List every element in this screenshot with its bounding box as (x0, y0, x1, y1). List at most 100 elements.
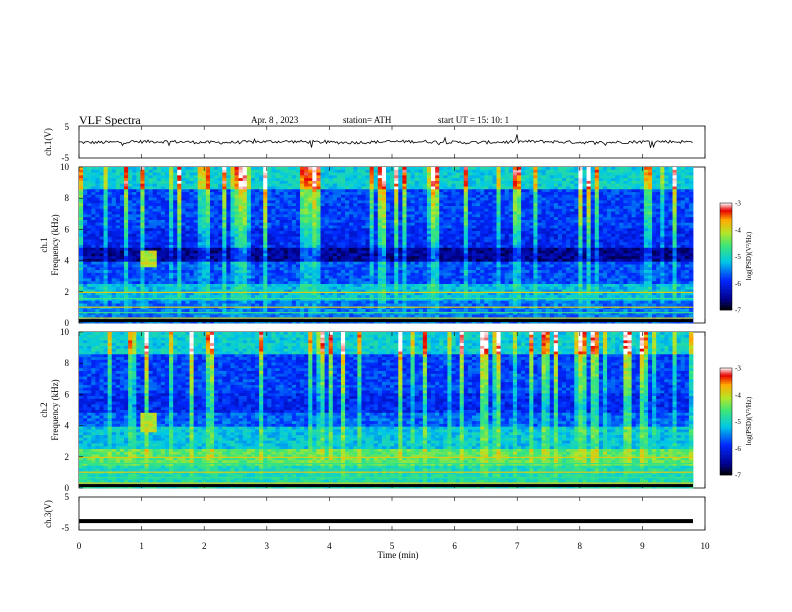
cb1-swatch (720, 254, 732, 257)
cb2-swatch (720, 425, 732, 428)
time-tick-label: 10 (701, 541, 711, 551)
time-tick-label: 8 (578, 541, 583, 551)
cb2-swatch (720, 400, 732, 403)
cb1-swatch (720, 215, 732, 218)
spec2-ytick: 0 (65, 483, 70, 493)
ch1-waveform-trace (79, 134, 693, 149)
cb2-swatch (720, 391, 732, 394)
spec2-ytick: 4 (65, 421, 70, 431)
ch1-spec-ylabel-line1: ch.1 (39, 237, 49, 252)
cb1-swatch (720, 233, 732, 236)
cb1-swatch (720, 277, 732, 280)
cb2-swatch (720, 410, 732, 413)
cb2-swatch (720, 455, 732, 458)
time-axis-label: Time (min) (378, 550, 419, 560)
cb2-swatch (720, 414, 732, 417)
cb2-swatch (720, 466, 732, 469)
cb2-swatch (720, 375, 732, 378)
cb2-swatch (720, 471, 732, 474)
cb2-swatch (720, 464, 732, 467)
spec1-ytick: 2 (65, 287, 70, 297)
cb2-swatch (720, 437, 732, 440)
cb1-swatch (720, 281, 732, 284)
cb1-swatch (720, 283, 732, 286)
time-tick-label: 4 (327, 541, 332, 551)
cb1-swatch (720, 252, 732, 256)
cb2-tick: -5 (735, 418, 741, 426)
cb1-swatch (720, 272, 732, 275)
spec1-ytick: 0 (65, 318, 70, 328)
cb1-swatch (720, 297, 732, 300)
ch2-spectrogram-panel: 10 8 6 4 2 0 ch.2 Frequency (kHz) (39, 327, 706, 493)
station-label: station= ATH (343, 115, 392, 125)
cb1-swatch (720, 295, 732, 298)
date-label: Apr. 8 , 2023 (251, 115, 299, 125)
cb1-swatch (720, 249, 732, 252)
cb1-swatch (720, 227, 732, 231)
time-tick-label: 3 (265, 541, 270, 551)
cb2-swatch (720, 428, 732, 431)
cb1-swatch (720, 268, 732, 272)
cb2-swatch (720, 417, 732, 421)
cb2-swatch (720, 441, 732, 444)
cb1-swatch (720, 208, 732, 211)
ch1-ytick-top: 5 (65, 122, 70, 132)
cb2-tick: -6 (735, 445, 741, 453)
cb2-swatch (720, 430, 732, 433)
cb2-swatch (720, 403, 732, 406)
cb1-swatch (720, 308, 732, 311)
figure-title: VLF Spectra (79, 113, 141, 127)
cb2-swatch (720, 380, 732, 383)
ch1-ytick-bottom: -5 (62, 153, 70, 163)
cb1-swatch (720, 301, 732, 304)
ch2-spec-ylabel-line2: Frequency (kHz) (50, 379, 60, 440)
ch3-ytick-bottom: -5 (62, 523, 70, 533)
cb2-swatch (720, 416, 732, 419)
cb2-swatch (720, 409, 732, 412)
cb2-swatch (720, 439, 732, 442)
cb2-tick: -3 (735, 365, 741, 373)
cb1-swatch (720, 261, 732, 264)
time-tick-label: 0 (77, 541, 82, 551)
cb1-swatch (720, 213, 732, 216)
ch1-spec-ylabel-line2: Frequency (kHz) (50, 214, 60, 275)
cb1-swatch (720, 206, 732, 209)
start-ut-label: start UT = 15: 10: 1 (438, 115, 509, 125)
cb1-swatch (720, 222, 732, 225)
cb1-swatch (720, 229, 732, 232)
time-tick-label: 9 (640, 541, 645, 551)
cb1-swatch (720, 244, 732, 247)
cb2-swatch (720, 405, 732, 408)
cb2-swatch (720, 378, 732, 381)
ch3-waveform-trace (79, 519, 693, 524)
cb2-swatch (720, 392, 732, 396)
cb2-swatch (720, 469, 732, 472)
cb2-swatch (720, 473, 732, 476)
ch1-spectrogram-panel: 10 8 6 4 2 0 ch.1 Frequency (kHz) (39, 162, 706, 328)
cb1-swatch (720, 292, 732, 295)
cb1-swatch (720, 293, 732, 297)
cb2-swatch (720, 412, 732, 415)
cb1-swatch (720, 210, 732, 213)
cb1-swatch (720, 285, 732, 288)
cb1-swatch (720, 265, 732, 268)
cb1-tick: -3 (735, 200, 741, 208)
cb1-swatch (720, 231, 732, 234)
cb2-swatch (720, 462, 732, 465)
time-tick-label: 6 (452, 541, 457, 551)
cb1-tick: -5 (735, 253, 741, 261)
cb1-swatch (720, 251, 732, 254)
cb2-swatch (720, 396, 732, 399)
spec1-ytick: 4 (65, 256, 70, 266)
cb2-swatch (720, 376, 732, 379)
cb2-swatch (720, 460, 732, 463)
cb1-swatch (720, 306, 732, 309)
cb2-swatch (720, 444, 732, 447)
cb1-swatch (720, 290, 732, 293)
cb2-swatch (720, 458, 732, 462)
cb1-swatch (720, 217, 732, 220)
cb1-swatch (720, 304, 732, 307)
cb2-swatch (720, 421, 732, 424)
cb1-swatch (720, 299, 732, 302)
time-tick-label: 7 (515, 541, 520, 551)
